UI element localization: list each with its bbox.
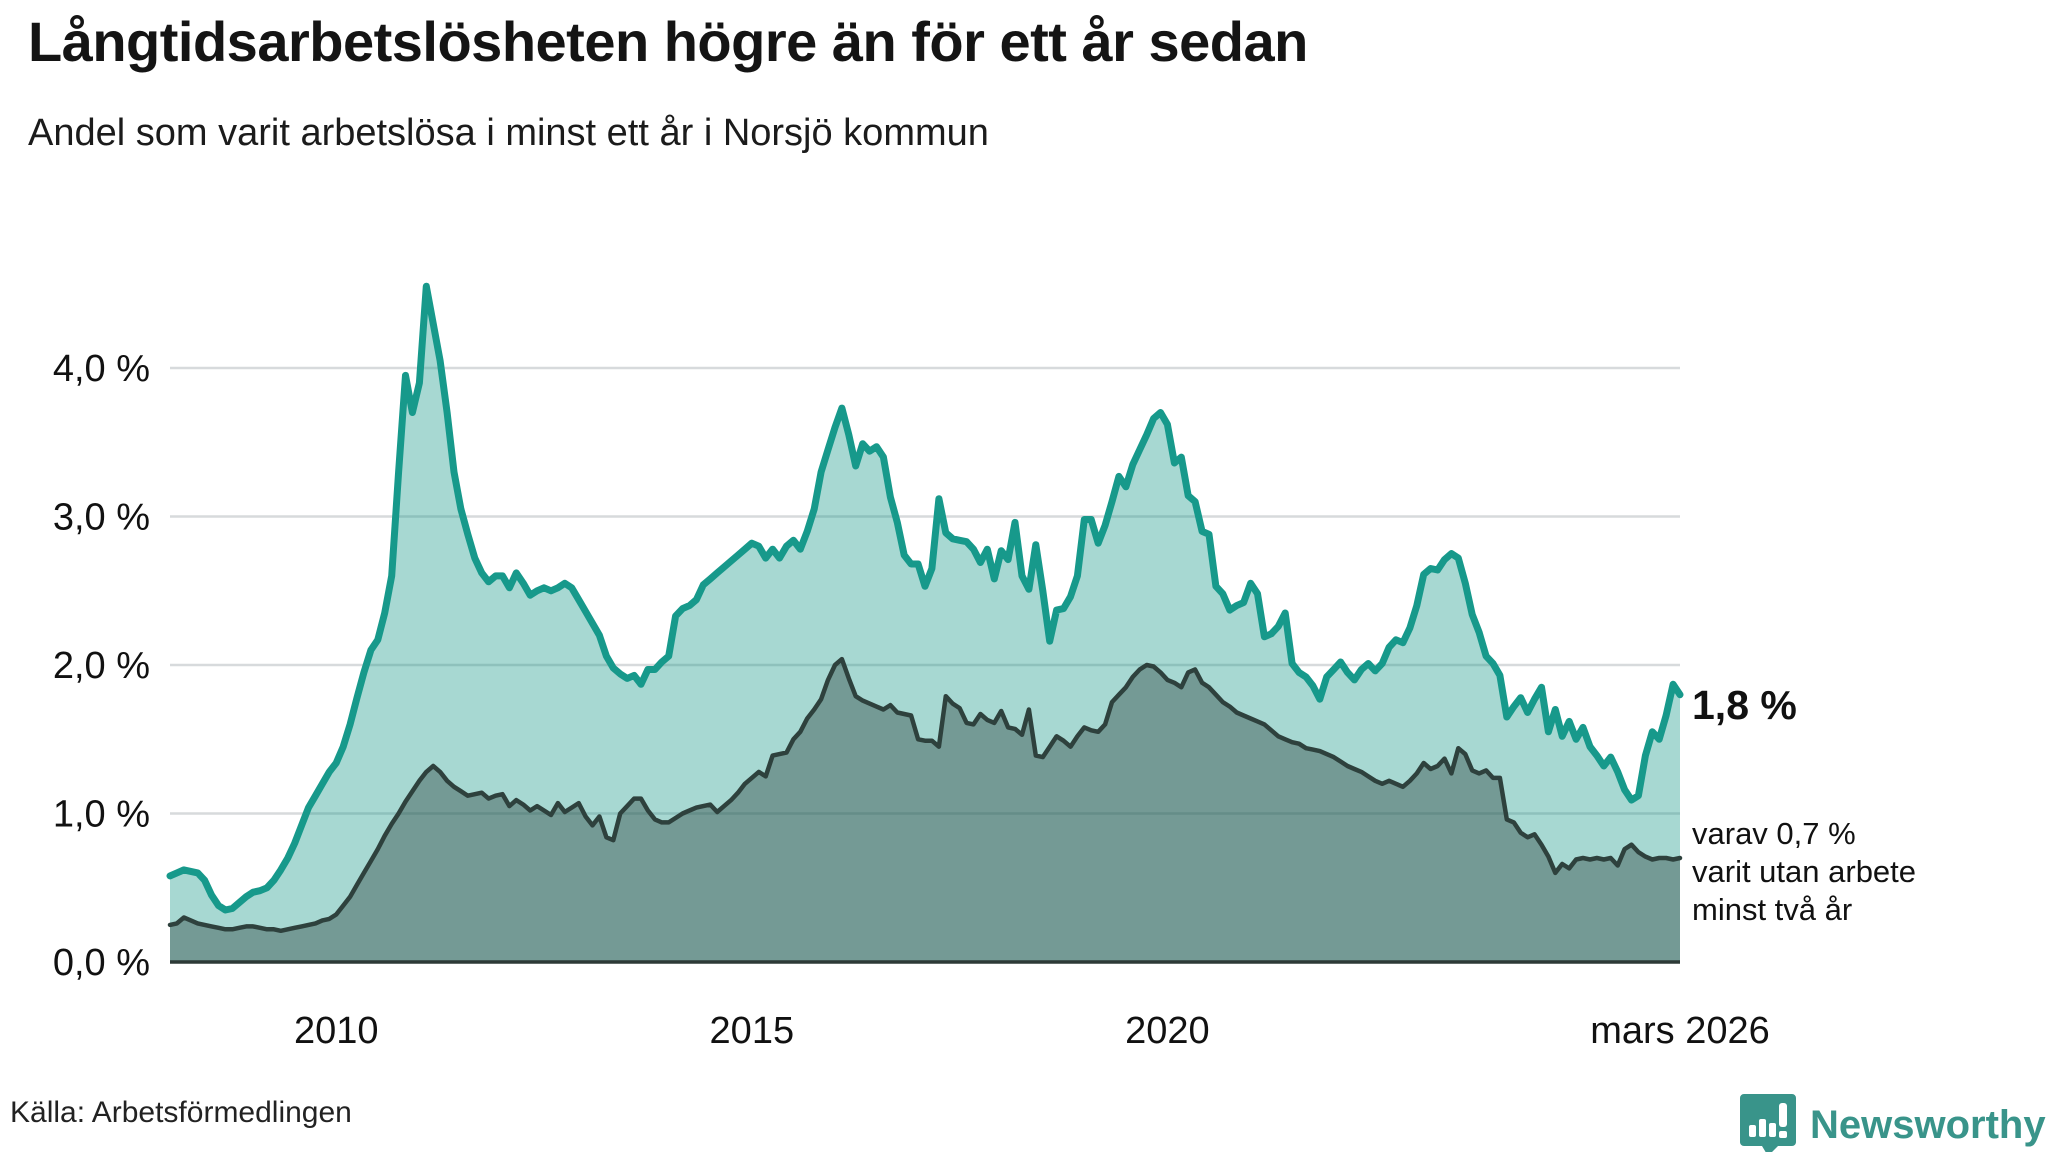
series2-annotation-line3: minst två år [1692,892,1853,927]
y-tick-label-1: 1,0 % [53,794,150,836]
line-minst-ett-ar [166,282,1684,914]
series1-end-value-label: 1,8 % [1692,682,1797,728]
source-credit: Källa: Arbetsförmedlingen [10,1096,352,1129]
newsworthy-branding: Newsworthy [1740,1094,2046,1152]
page-subtitle: Andel som varit arbetslösa i minst ett å… [28,112,989,154]
newsworthy-logo-icon [1740,1094,1796,1152]
line-minst-tva-ar [167,656,1683,934]
y-tick-label-0: 0,0 % [53,942,150,984]
series2-annotation: varav 0,7 % varit utan arbete minst två … [1692,815,1916,929]
x-tick-label-mars-2026: mars 2026 [1590,1010,1770,1052]
y-tick-label-2: 2,0 % [53,645,150,687]
newsworthy-wordmark: Newsworthy [1810,1102,2046,1147]
x-tick-label-2020: 2020 [1125,1010,1210,1052]
area-minst-ett-ar [170,286,1680,962]
series2-annotation-line1: varav 0,7 % [1692,816,1856,851]
x-tick-label-2010: 2010 [294,1010,379,1052]
x-tick-label-2015: 2015 [710,1010,795,1052]
page-title: Långtidsarbetslösheten högre än för ett … [28,10,1308,73]
y-tick-label-3: 3,0 % [53,497,150,539]
area-minst-tva-ar [170,659,1680,962]
series2-annotation-line2: varit utan arbete [1692,854,1917,889]
y-tick-label-4: 4,0 % [53,348,150,390]
